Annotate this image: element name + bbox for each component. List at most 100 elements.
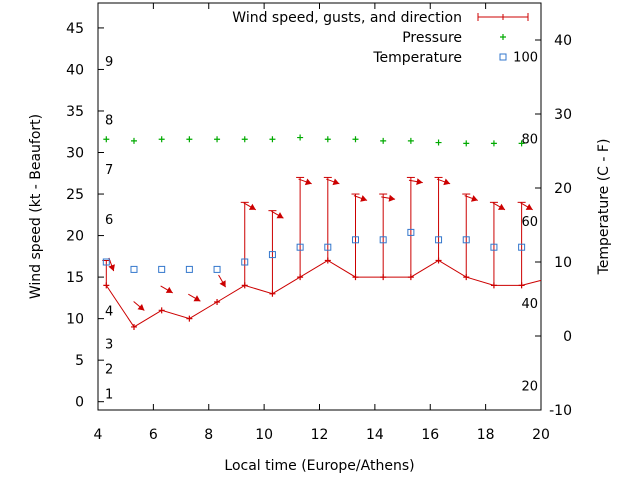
pressure-point bbox=[352, 136, 359, 143]
wind-direction-arrowhead bbox=[443, 178, 451, 186]
beaufort-label: 6 bbox=[105, 213, 113, 228]
x-tick-label: 18 bbox=[477, 427, 495, 443]
wind-direction-arrowhead bbox=[193, 295, 201, 302]
wind-speed-point bbox=[158, 307, 165, 314]
temperature-point bbox=[490, 243, 498, 251]
wind-speed-point bbox=[103, 282, 110, 289]
fahrenheit-label: 60 bbox=[521, 215, 538, 230]
beaufort-label: 9 bbox=[105, 55, 113, 70]
pressure-point bbox=[380, 137, 387, 144]
y-axis-label: Wind speed (kt - Beaufort) bbox=[28, 114, 44, 299]
pressure-point bbox=[518, 140, 525, 147]
wind-direction-arrowhead bbox=[165, 286, 173, 293]
wind-direction-arrowhead bbox=[219, 280, 226, 288]
axis-ticks: 4 6 8 10 12 14 16 18 20051015202530354045-100102… bbox=[66, 3, 572, 443]
wind-direction-arrowhead bbox=[360, 195, 368, 202]
pressure-point bbox=[297, 134, 304, 141]
y2-tick-label: 0 bbox=[563, 329, 572, 345]
wind-direction-arrowhead bbox=[248, 203, 256, 210]
pressure-point bbox=[435, 139, 442, 146]
y2-tick-label: 20 bbox=[554, 181, 572, 197]
x-tick-label: 6 bbox=[149, 427, 158, 443]
pressure-point bbox=[269, 136, 276, 143]
y2-tick-label: 10 bbox=[554, 255, 572, 271]
x-tick-label: 10 bbox=[255, 427, 273, 443]
beaufort-label: 3 bbox=[105, 338, 113, 353]
temperature-point bbox=[241, 258, 249, 266]
wind-speed-point bbox=[352, 274, 359, 281]
temperature-point bbox=[462, 236, 470, 244]
wind-speed-point bbox=[324, 257, 331, 264]
fahrenheit-label: 20 bbox=[521, 379, 538, 394]
temperature-point bbox=[351, 236, 359, 244]
y2-axis-label: Temperature (C - F) bbox=[596, 139, 612, 276]
x-tick-label: 14 bbox=[366, 427, 384, 443]
wind-direction-arrowhead bbox=[388, 194, 396, 202]
y2-tick-label: -10 bbox=[549, 403, 572, 419]
legend-label-wind: Wind speed, gusts, and direction bbox=[232, 10, 462, 26]
wind-direction-arrowhead bbox=[276, 212, 284, 219]
temperature-point bbox=[435, 236, 443, 244]
plot-area bbox=[102, 134, 542, 330]
pressure-point bbox=[103, 136, 110, 143]
y-tick-label: 35 bbox=[66, 104, 84, 120]
temperature-point bbox=[296, 243, 304, 251]
y-tick-label: 10 bbox=[66, 312, 84, 328]
wind-speed-point bbox=[518, 282, 525, 289]
pressure-point bbox=[407, 137, 414, 144]
beaufort-labels: 1 2 3 4 6 7 8 9 bbox=[105, 55, 113, 402]
pressure-point bbox=[214, 136, 221, 143]
fahrenheit-label: 40 bbox=[521, 297, 538, 312]
wind-speed-point bbox=[490, 282, 497, 289]
pressure-point bbox=[324, 136, 331, 143]
beaufort-label: 4 bbox=[105, 304, 113, 319]
temperature-point bbox=[407, 228, 415, 236]
wind-direction-arrowhead bbox=[108, 264, 115, 272]
y2-tick-label: 30 bbox=[554, 107, 572, 123]
wind-speed-line bbox=[105, 259, 542, 328]
temperature-point bbox=[102, 258, 110, 266]
beaufort-label: 1 bbox=[105, 387, 113, 402]
beaufort-label: 8 bbox=[105, 113, 113, 128]
wind-direction-arrowhead bbox=[137, 304, 145, 311]
temperature-point bbox=[518, 243, 526, 251]
wind-speed-point bbox=[297, 274, 304, 281]
fahrenheit-labels: 20 40 60 80 100 bbox=[513, 50, 538, 394]
x-axis-label: Local time (Europe/Athens) bbox=[224, 458, 414, 474]
wind-direction-arrowhead bbox=[471, 195, 478, 202]
wind-direction-arrowhead bbox=[332, 178, 340, 186]
x-tick-label: 4 bbox=[94, 427, 103, 443]
legend: Wind speed, gusts, and direction Pressur… bbox=[232, 10, 529, 66]
temperature-point bbox=[130, 265, 138, 273]
beaufort-label: 7 bbox=[105, 163, 113, 178]
fahrenheit-label: 100 bbox=[513, 50, 538, 65]
y-tick-label: 15 bbox=[66, 270, 84, 286]
pressure-point bbox=[241, 136, 248, 143]
wind-direction-arrowhead bbox=[416, 178, 423, 185]
temperature-point bbox=[268, 251, 276, 259]
beaufort-label: 2 bbox=[105, 362, 113, 377]
y-tick-label: 25 bbox=[66, 187, 84, 203]
fahrenheit-label: 80 bbox=[521, 133, 538, 148]
wind-speed-point bbox=[435, 257, 442, 264]
wind-speed-point bbox=[463, 274, 470, 281]
pressure-point bbox=[130, 137, 137, 144]
legend-swatch-wind-point bbox=[500, 14, 506, 20]
y-tick-label: 0 bbox=[75, 395, 84, 411]
wind-speed-point bbox=[380, 274, 387, 281]
x-tick-label: 8 bbox=[204, 427, 213, 443]
wind-speed-point bbox=[407, 274, 414, 281]
plot-frame bbox=[97, 2, 542, 411]
temperature-point bbox=[158, 265, 166, 273]
pressure-point bbox=[490, 140, 497, 147]
legend-label-pressure: Pressure bbox=[402, 30, 462, 46]
temperature-point bbox=[324, 243, 332, 251]
y-tick-label: 45 bbox=[66, 21, 84, 37]
temperature-point bbox=[185, 265, 193, 273]
wind-speed-point bbox=[269, 290, 276, 297]
y-tick-label: 30 bbox=[66, 146, 84, 162]
legend-swatch-temperature bbox=[499, 53, 507, 61]
pressure-point bbox=[463, 140, 470, 147]
x-tick-label: 16 bbox=[421, 427, 439, 443]
wind-speed-point bbox=[186, 315, 193, 322]
